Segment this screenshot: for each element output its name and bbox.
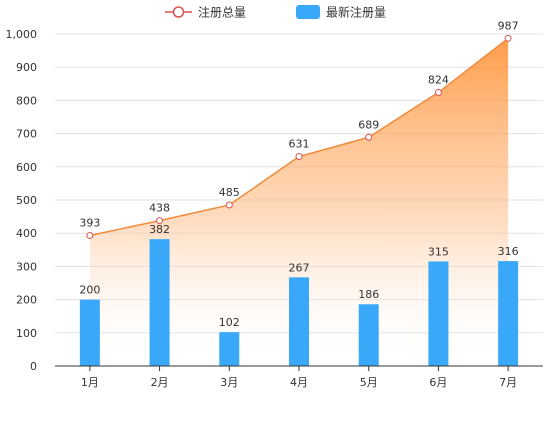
legend-item-new[interactable]: 最新注册量 xyxy=(296,5,386,20)
y-tick-label: 800 xyxy=(16,94,37,107)
legend-label-new: 最新注册量 xyxy=(326,5,386,20)
y-tick-label: 300 xyxy=(16,260,37,273)
y-tick-label: 1,000 xyxy=(6,28,38,41)
bar-new-registrations[interactable] xyxy=(498,261,519,366)
y-tick-label: 200 xyxy=(16,294,37,307)
y-tick-label: 400 xyxy=(16,227,37,240)
line-point-total[interactable] xyxy=(365,133,373,141)
line-point-total[interactable] xyxy=(295,153,303,161)
line-data-label: 438 xyxy=(149,202,170,215)
x-tick-label: 7月 xyxy=(499,376,517,389)
bar-new-registrations[interactable] xyxy=(79,299,100,366)
x-tick-label: 6月 xyxy=(429,376,447,389)
x-tick-label: 1月 xyxy=(81,376,99,389)
line-data-labels: 393 438 485 631 689 824 987 xyxy=(79,19,518,229)
y-tick-label: 700 xyxy=(16,128,37,141)
line-points xyxy=(86,34,512,240)
line-point-total[interactable] xyxy=(86,232,94,240)
y-axis: 0 100 200 300 400 500 600 700 800 900 1,000 xyxy=(6,28,38,373)
bar-data-label: 102 xyxy=(219,316,240,329)
x-tick-label: 2月 xyxy=(151,376,169,389)
bar-data-label: 186 xyxy=(358,288,379,301)
bar-new-registrations[interactable] xyxy=(289,277,309,366)
legend-item-total[interactable]: 注册总量 xyxy=(165,5,246,20)
total-area-fill xyxy=(89,38,509,366)
bar-data-label: 267 xyxy=(289,261,310,274)
line-data-label: 393 xyxy=(79,217,100,230)
legend: 注册总量 最新注册量 xyxy=(165,5,386,20)
bar-new-registrations[interactable] xyxy=(358,304,379,366)
bar-data-label: 382 xyxy=(149,223,170,236)
bar-data-label: 315 xyxy=(428,245,449,258)
y-tick-label: 600 xyxy=(16,161,37,174)
bar-new-registrations[interactable] xyxy=(149,239,170,366)
line-data-label: 631 xyxy=(289,138,310,151)
y-tick-label: 100 xyxy=(16,327,37,340)
legend-label-total: 注册总量 xyxy=(198,5,246,20)
legend-bar-marker xyxy=(296,5,320,19)
line-data-label: 485 xyxy=(219,186,240,199)
line-point-total[interactable] xyxy=(434,88,442,96)
line-point-total[interactable] xyxy=(504,34,512,42)
y-tick-label: 500 xyxy=(16,194,37,207)
line-point-total[interactable] xyxy=(156,217,164,225)
y-tick-label: 900 xyxy=(16,61,37,74)
legend-circle-marker xyxy=(172,6,185,18)
bar-new-registrations[interactable] xyxy=(219,332,240,366)
line-data-label: 987 xyxy=(498,19,519,32)
bar-new-registrations[interactable] xyxy=(428,261,449,366)
x-tick-label: 3月 xyxy=(220,376,238,389)
bar-data-labels: 200 382 102 267 186 315 316 xyxy=(79,223,518,329)
y-tick-label: 0 xyxy=(30,360,37,373)
bar-data-label: 200 xyxy=(79,284,100,297)
x-tick-label: 5月 xyxy=(360,376,378,389)
x-axis: 1月 2月 3月 4月 5月 6月 7月 xyxy=(55,365,543,389)
line-data-label: 824 xyxy=(428,73,449,86)
bar-series-new xyxy=(79,239,519,366)
x-tick-label: 4月 xyxy=(290,376,308,389)
bar-data-label: 316 xyxy=(498,245,519,258)
line-point-total[interactable] xyxy=(225,201,233,209)
line-data-label: 689 xyxy=(358,118,379,131)
